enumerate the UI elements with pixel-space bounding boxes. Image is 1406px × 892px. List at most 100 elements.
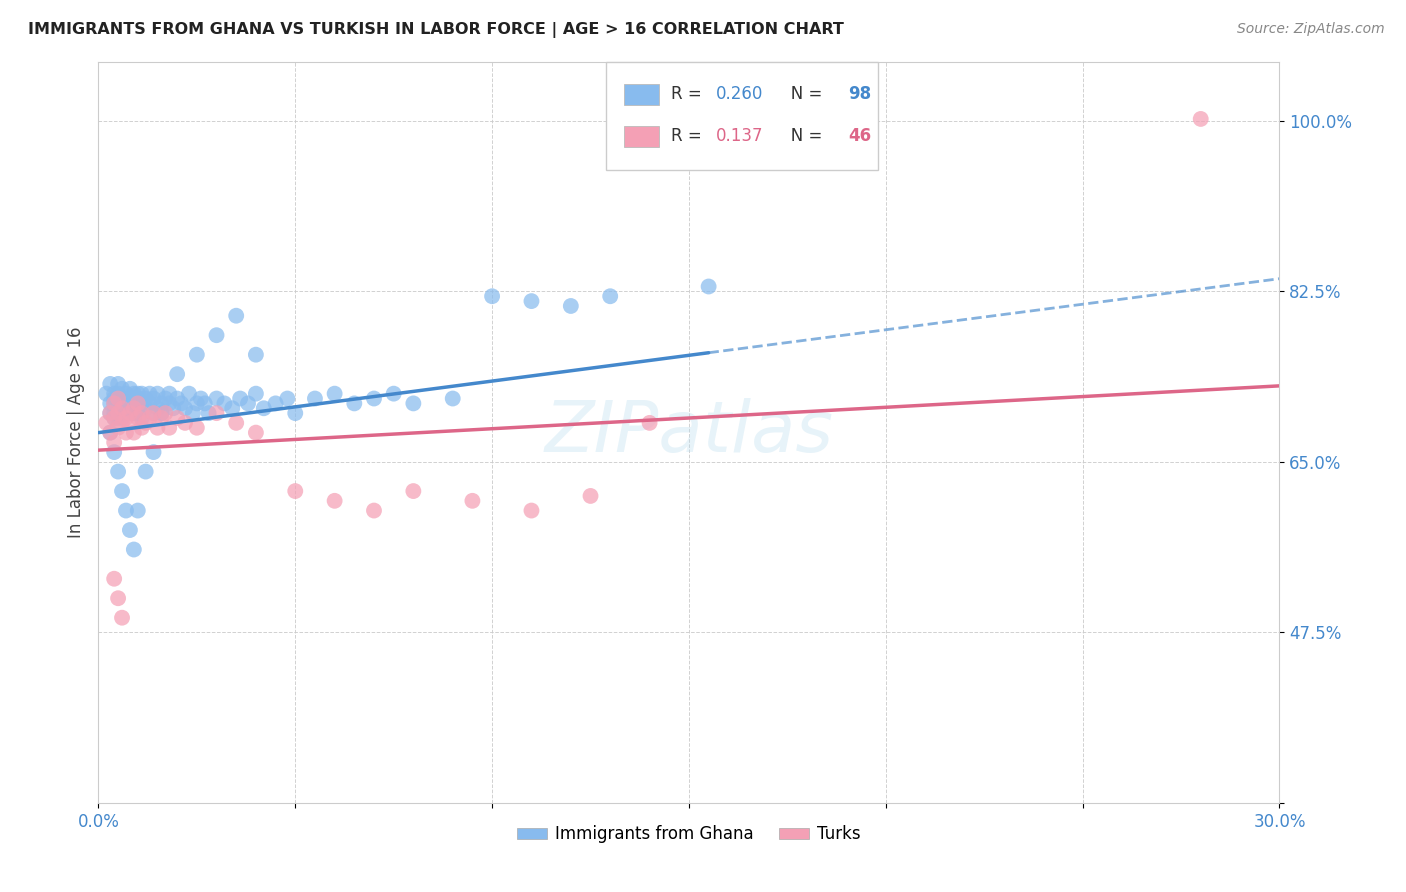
Point [157, 386, 180, 401]
Point [197, 406, 219, 420]
Point [127, 386, 149, 401]
Point [98, 396, 121, 410]
Point [107, 421, 129, 435]
Point [122, 396, 145, 410]
Point [103, 445, 125, 459]
Point [111, 411, 134, 425]
FancyBboxPatch shape [624, 84, 659, 104]
Point [122, 542, 145, 557]
Point [131, 396, 153, 410]
Point [150, 411, 173, 425]
Point [96, 386, 118, 401]
Point [221, 401, 243, 416]
Point [441, 392, 464, 406]
Point [146, 401, 169, 416]
Point [127, 406, 149, 420]
Point [177, 386, 200, 401]
Point [103, 435, 125, 450]
Point [115, 396, 138, 410]
Point [111, 416, 134, 430]
Point [166, 367, 188, 381]
Point [1189, 112, 1212, 126]
Point [150, 406, 173, 420]
Point [166, 392, 188, 406]
Point [98, 406, 121, 420]
Point [481, 289, 503, 303]
Point [181, 406, 204, 420]
Point [170, 396, 193, 410]
Point [118, 416, 141, 430]
Point [205, 392, 228, 406]
Point [118, 392, 141, 406]
Point [103, 406, 125, 420]
Point [146, 421, 169, 435]
Point [264, 396, 287, 410]
Point [107, 406, 129, 420]
Text: IMMIGRANTS FROM GHANA VS TURKISH IN LABOR FORCE | AGE > 16 CORRELATION CHART: IMMIGRANTS FROM GHANA VS TURKISH IN LABO… [28, 22, 844, 38]
Point [697, 279, 720, 293]
Point [284, 484, 307, 499]
Point [118, 406, 141, 420]
Point [155, 392, 177, 406]
FancyBboxPatch shape [606, 62, 877, 169]
Point [579, 489, 602, 503]
Point [111, 610, 134, 624]
Point [225, 416, 247, 430]
Point [186, 348, 208, 362]
FancyBboxPatch shape [624, 126, 659, 147]
Point [402, 484, 425, 499]
Point [174, 401, 197, 416]
Point [186, 396, 208, 410]
Point [127, 392, 149, 406]
Point [229, 392, 252, 406]
Point [162, 401, 184, 416]
Point [205, 328, 228, 343]
Point [118, 382, 141, 396]
Text: N =: N = [775, 86, 828, 103]
Point [245, 386, 267, 401]
Point [127, 396, 149, 410]
Point [276, 392, 298, 406]
Point [115, 401, 138, 416]
Point [142, 445, 165, 459]
Point [103, 392, 125, 406]
Point [98, 406, 121, 420]
Point [146, 386, 169, 401]
Point [135, 465, 157, 479]
Point [363, 392, 385, 406]
Point [157, 396, 180, 410]
Point [186, 421, 208, 435]
Point [107, 386, 129, 401]
Point [103, 411, 125, 425]
Point [520, 503, 543, 517]
Point [127, 411, 149, 425]
Point [245, 348, 267, 362]
Point [107, 396, 129, 410]
Point [150, 406, 173, 420]
Point [135, 401, 157, 416]
Point [107, 465, 129, 479]
Point [520, 294, 543, 309]
Point [155, 406, 177, 420]
Point [122, 406, 145, 420]
Point [284, 406, 307, 420]
Text: ZIPatlas: ZIPatlas [544, 398, 834, 467]
Text: 46: 46 [848, 128, 872, 145]
Point [323, 386, 346, 401]
Point [135, 416, 157, 430]
Point [107, 591, 129, 606]
Point [111, 401, 134, 416]
Text: N =: N = [775, 128, 828, 145]
Point [131, 386, 153, 401]
Text: 98: 98 [848, 86, 872, 103]
Point [253, 401, 276, 416]
Point [560, 299, 582, 313]
Point [107, 401, 129, 416]
Point [107, 392, 129, 406]
Point [343, 396, 366, 410]
Point [157, 421, 180, 435]
Point [103, 411, 125, 425]
Point [111, 406, 134, 420]
Point [150, 396, 173, 410]
Point [98, 425, 121, 440]
